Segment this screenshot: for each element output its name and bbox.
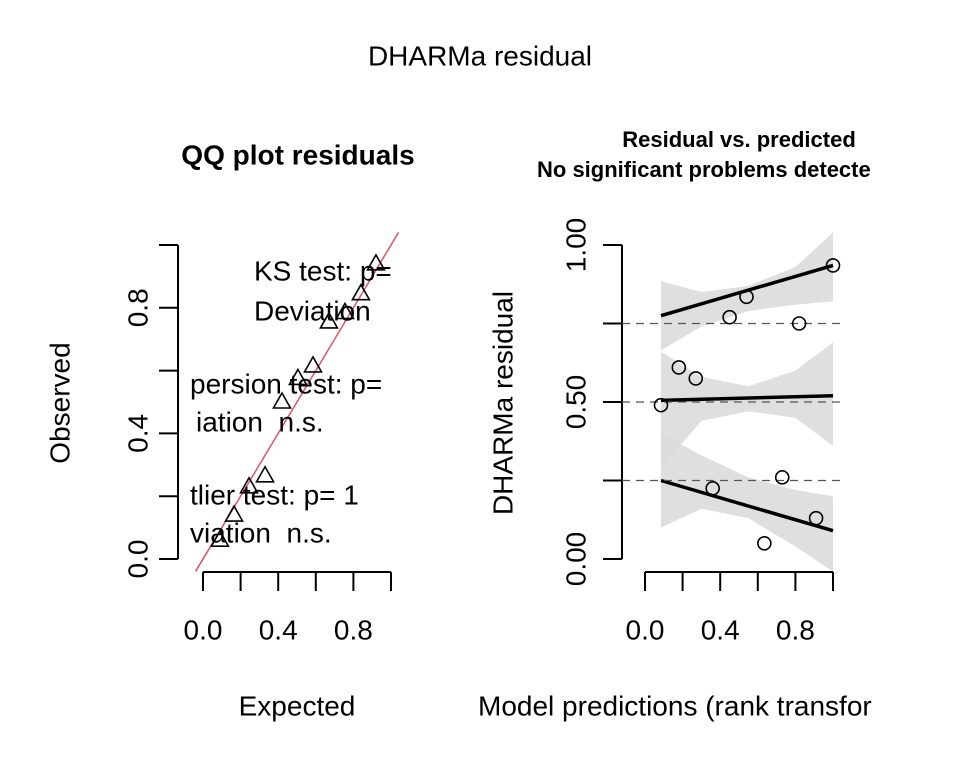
x-tick-label: 0.8 [334, 614, 373, 645]
y-axis-label: Observed [44, 342, 75, 463]
y-tick-label: 0.8 [122, 288, 153, 327]
point [757, 535, 772, 551]
test-annotation: tlier test: p= 1 [190, 479, 359, 510]
point [825, 258, 841, 273]
x-tick-label: 0.4 [259, 614, 298, 645]
point [335, 301, 355, 320]
confidence-band [660, 342, 833, 468]
y-tick-label: 1.00 [560, 218, 591, 273]
chart-title: QQ plot residuals [181, 139, 414, 170]
point [351, 283, 371, 301]
point [224, 504, 244, 522]
plot-region [660, 232, 834, 572]
point [808, 510, 824, 526]
y-tick-label: 0.4 [122, 414, 153, 453]
chart-subtitle: No significant problems detecte [537, 157, 871, 182]
point [210, 529, 230, 547]
point [288, 367, 308, 386]
point [722, 309, 737, 325]
x-axis-label: Model predictions (rank transfor [478, 690, 872, 721]
y-tick-label: 0.50 [560, 375, 591, 430]
point [272, 391, 292, 409]
point [653, 397, 669, 413]
point [774, 470, 790, 485]
x-tick-label: 0.4 [701, 614, 740, 645]
test-annotation: iation n.s. [196, 406, 324, 437]
chart-title: Residual vs. predicted [622, 127, 856, 152]
plot-region: KS test: p= Deviation persion test: p= iati… [190, 232, 400, 572]
quantile-line [660, 393, 834, 403]
test-annotation: Deviation [254, 295, 371, 326]
point [705, 481, 720, 496]
page-title: DHARMa residual [368, 40, 592, 71]
point [671, 360, 687, 375]
x-axis-label: Expected [239, 690, 356, 721]
quantile-line [660, 478, 834, 533]
point [255, 465, 275, 483]
point [739, 289, 754, 305]
point [688, 371, 704, 386]
point [366, 253, 386, 271]
test-annotation: viation n.s. [190, 517, 332, 548]
confidence-band [660, 433, 833, 572]
x-tick-label: 0.0 [626, 614, 665, 645]
point [319, 311, 339, 329]
x-tick-label: 0.8 [776, 614, 815, 645]
y-tick-label: 0.0 [122, 540, 153, 579]
test-annotation: KS test: p= [254, 255, 392, 286]
y-tick-label: 0.00 [560, 532, 591, 587]
point [791, 316, 807, 331]
x-tick-label: 0.0 [184, 614, 223, 645]
y-axis-label: DHARMa residual [487, 291, 518, 515]
point [303, 355, 323, 373]
point [239, 476, 259, 494]
test-annotation: persion test: p= [190, 368, 382, 399]
